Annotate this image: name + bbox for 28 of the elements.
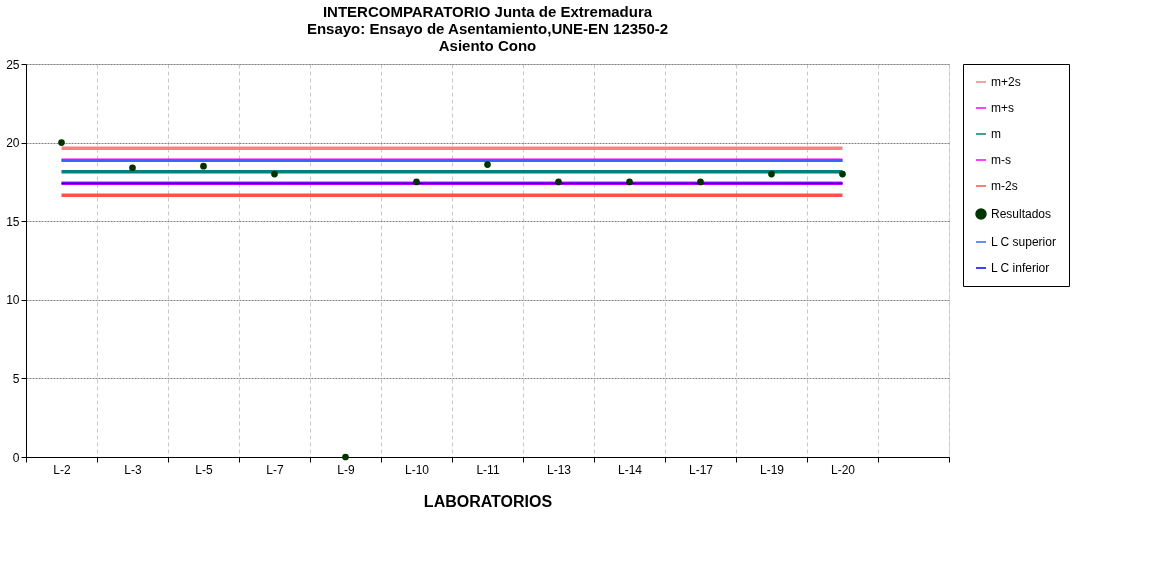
- x-tick-label: L-11: [476, 462, 500, 477]
- x-tick-label: L-17: [688, 462, 714, 477]
- y-tick-label: 20: [6, 136, 20, 151]
- legend-label: m+s: [991, 101, 1015, 115]
- x-tick-label: L-9: [337, 462, 355, 477]
- x-tick-label: L-3: [124, 462, 142, 477]
- y-tick-label: 10: [6, 293, 20, 308]
- x-tick-label: L-2: [53, 462, 71, 477]
- x-tick-label: L-7: [266, 462, 284, 477]
- y-tick-label: 5: [12, 371, 20, 386]
- x-axis-title: LABORATORIOS: [423, 492, 553, 510]
- y-tick-label: 0: [12, 450, 20, 465]
- legend-label: m-s: [991, 153, 1011, 167]
- legend-label: L C inferior: [991, 261, 1050, 275]
- legend-label: Resultados: [991, 207, 1052, 221]
- legend-label: m+2s: [991, 75, 1021, 89]
- chart-title: INTERCOMPARATORIO Junta de Extremadura Ensayo: Ensayo de Asentamiento,UNE-EN 12350-2 Asiento Cono: [306, 3, 669, 54]
- x-tick-label: L-19: [759, 462, 785, 477]
- y-tick-label: 15: [6, 214, 20, 229]
- x-tick-label: L-5: [195, 462, 213, 477]
- x-tick-label: L-14: [617, 462, 643, 477]
- legend-label: m: [991, 127, 1001, 141]
- legend-label: L C superior: [991, 235, 1056, 249]
- x-tick-label: L-13: [546, 462, 572, 477]
- x-tick-label: L-10: [404, 462, 430, 477]
- x-tick-label: L-20: [830, 462, 856, 477]
- legend-label: m-2s: [991, 179, 1018, 193]
- y-tick-label: 25: [6, 57, 20, 72]
